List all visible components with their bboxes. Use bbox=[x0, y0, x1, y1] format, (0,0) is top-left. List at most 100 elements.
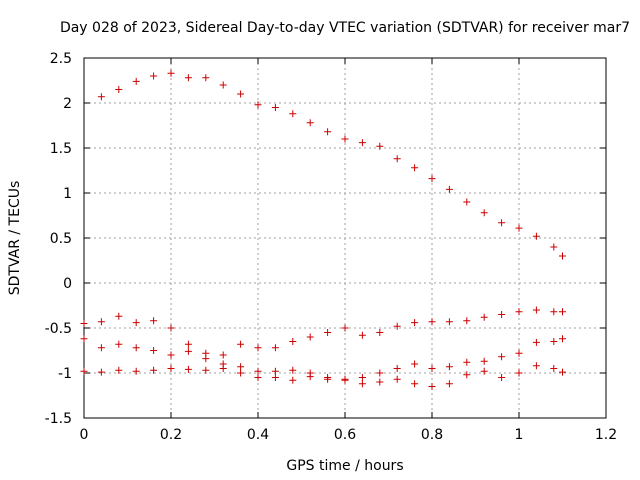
data-point bbox=[411, 380, 419, 388]
data-point bbox=[428, 318, 436, 326]
y-tick-label: -1 bbox=[58, 366, 72, 382]
data-point bbox=[463, 358, 471, 366]
y-tick-label: 1 bbox=[63, 186, 72, 202]
data-point bbox=[411, 164, 419, 172]
data-point bbox=[498, 219, 506, 227]
data-point bbox=[150, 366, 158, 374]
data-point bbox=[202, 366, 210, 374]
data-point bbox=[115, 366, 123, 374]
x-tick-label: 0.2 bbox=[160, 427, 182, 443]
x-tick-label: 1 bbox=[515, 427, 524, 443]
data-point bbox=[289, 366, 297, 374]
data-point bbox=[428, 175, 436, 183]
data-point bbox=[358, 331, 366, 339]
data-point bbox=[167, 69, 175, 77]
data-point bbox=[115, 340, 123, 348]
data-point bbox=[532, 306, 540, 314]
data-point bbox=[184, 347, 192, 355]
y-tick-labels: -1.5 -1 -0.5 0 0.5 1 1.5 2 2.5 bbox=[45, 51, 72, 427]
data-point bbox=[445, 363, 453, 371]
data-point bbox=[184, 340, 192, 348]
data-point bbox=[237, 363, 245, 371]
data-point bbox=[463, 371, 471, 379]
data-point bbox=[411, 319, 419, 327]
data-point bbox=[480, 209, 488, 217]
data-point bbox=[393, 155, 401, 163]
data-point bbox=[341, 135, 349, 143]
data-point bbox=[97, 318, 105, 326]
y-tick-label: 0 bbox=[63, 276, 72, 292]
data-point bbox=[532, 338, 540, 346]
x-tick-label: 0.4 bbox=[247, 427, 269, 443]
data-point bbox=[97, 344, 105, 352]
data-point bbox=[80, 367, 88, 375]
data-point bbox=[358, 380, 366, 388]
data-point bbox=[463, 317, 471, 325]
x-tick-label: 0.6 bbox=[334, 427, 356, 443]
data-point bbox=[515, 224, 523, 232]
data-point bbox=[184, 74, 192, 82]
data-point bbox=[167, 324, 175, 332]
data-point bbox=[532, 232, 540, 240]
data-point bbox=[324, 128, 332, 136]
data-point bbox=[341, 376, 349, 384]
data-point bbox=[219, 365, 227, 372]
data-point bbox=[271, 367, 279, 375]
series-satellite-4 bbox=[80, 362, 566, 390]
data-point bbox=[498, 311, 506, 318]
data-point bbox=[376, 142, 384, 150]
data-point bbox=[532, 362, 540, 370]
x-tick-label: 0.8 bbox=[421, 427, 443, 443]
data-point bbox=[515, 308, 523, 316]
data-point bbox=[480, 313, 488, 321]
data-point bbox=[480, 367, 488, 375]
data-point bbox=[445, 380, 453, 388]
data-point bbox=[393, 322, 401, 330]
data-point bbox=[341, 324, 349, 332]
y-axis-label: SDTVAR / TECUs bbox=[7, 181, 23, 296]
series-satellite-2 bbox=[80, 306, 566, 359]
data-point bbox=[237, 340, 245, 348]
data-point bbox=[559, 335, 566, 343]
x-tick-label: 1.2 bbox=[595, 427, 617, 443]
data-point bbox=[428, 365, 436, 372]
data-point bbox=[271, 104, 279, 111]
data-point bbox=[515, 369, 523, 377]
data-point bbox=[463, 198, 471, 206]
data-point bbox=[358, 374, 366, 381]
data-point bbox=[550, 243, 558, 251]
data-point bbox=[237, 369, 245, 377]
data-point bbox=[358, 139, 366, 147]
data-point bbox=[393, 375, 401, 383]
data-point bbox=[254, 374, 262, 381]
data-point bbox=[480, 357, 488, 365]
data-point bbox=[550, 308, 558, 316]
data-point bbox=[550, 365, 558, 372]
series-satellite-3 bbox=[80, 335, 566, 383]
data-point bbox=[498, 374, 506, 381]
data-point bbox=[559, 308, 566, 316]
plot-border bbox=[83, 57, 607, 419]
data-point bbox=[306, 333, 314, 341]
data-point bbox=[167, 351, 175, 359]
series-satellite-1 bbox=[97, 69, 566, 260]
data-point bbox=[306, 373, 314, 381]
data-point bbox=[428, 383, 436, 390]
data-point bbox=[219, 351, 227, 359]
data-point bbox=[306, 119, 314, 127]
data-point bbox=[324, 375, 332, 383]
data-point bbox=[97, 368, 105, 376]
data-point bbox=[219, 81, 227, 89]
y-tick-label: -1.5 bbox=[45, 411, 72, 427]
data-point bbox=[150, 317, 158, 325]
data-point bbox=[97, 93, 105, 101]
data-point bbox=[445, 318, 453, 326]
data-point bbox=[115, 312, 123, 320]
data-point bbox=[254, 344, 262, 352]
data-point bbox=[324, 329, 332, 336]
x-tick-label: 0 bbox=[80, 427, 89, 443]
data-point bbox=[254, 367, 262, 375]
y-tick-label: 2 bbox=[63, 96, 72, 112]
data-point bbox=[167, 365, 175, 372]
data-point bbox=[376, 369, 384, 377]
